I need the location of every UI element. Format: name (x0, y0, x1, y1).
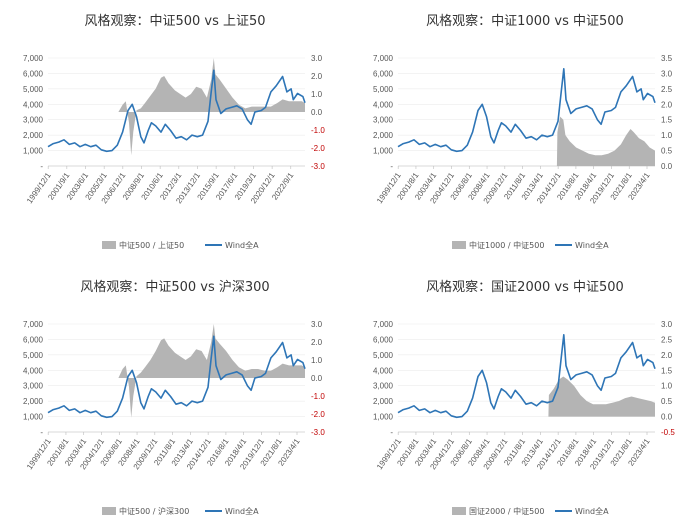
y-left-tick-label: - (40, 428, 43, 437)
y-left-tick-label: 1,000 (373, 413, 394, 422)
y-left-tick-label: 5,000 (373, 85, 394, 94)
y-right-tick-label: 1.0 (311, 90, 323, 99)
y-left-tick-label: 7,000 (23, 54, 44, 63)
ratio-area-series (118, 324, 306, 418)
y-left-tick-label: 5,000 (373, 351, 394, 360)
y-right-tick-label: -2.0 (311, 144, 325, 153)
y-right-tick-label: -0.5 (661, 428, 675, 437)
chart-title: 风格观察：中证1000 vs 中证500 (426, 14, 624, 29)
ratio-area-series (548, 376, 655, 417)
y-left-tick-label: 4,000 (373, 366, 394, 375)
chart-svg: - 1,000 2,000 3,000 4,000 5,000 6,000 7,000 -0.5… (373, 320, 675, 516)
y-right-tick-label: 1.0 (661, 131, 673, 140)
y-left-tick-label: - (390, 162, 393, 171)
y-left-tick-label: 5,000 (23, 85, 44, 94)
y-left-tick-label: - (40, 162, 43, 171)
y-left-tick-label: 3,000 (373, 116, 394, 125)
y-left-tick-label: 6,000 (23, 335, 44, 344)
y-right-tick-label: -1.0 (311, 126, 325, 135)
legend-label-index: Wind全A (575, 240, 609, 250)
y-right-tick-label: 0.0 (661, 413, 673, 422)
y-right-tick-label: -1.0 (311, 392, 325, 401)
y-right-tick-label: -2.0 (311, 410, 325, 419)
y-left-tick-label: 4,000 (23, 366, 44, 375)
legend-swatch-ratio (452, 241, 466, 249)
y-left-tick-label: 1,000 (373, 147, 394, 156)
y-right-tick-label: 1.5 (661, 366, 673, 375)
y-left-tick-label: 1,000 (23, 413, 44, 422)
y-left-tick-label: 3,000 (373, 382, 394, 391)
chart-panel-zz500-hs300: 风格观察：中证500 vs 沪深300 - 1,000 2,000 3,000 4,00… (0, 266, 350, 532)
y-right-tick-label: 3.0 (661, 69, 673, 78)
y-right-tick-label: 2.5 (661, 85, 673, 94)
y-left-tick-label: 2,000 (373, 397, 394, 406)
ratio-area-series (556, 116, 655, 166)
y-left-tick-label: 4,000 (373, 100, 394, 109)
y-right-tick-label: 2.0 (661, 100, 673, 109)
chart-panel-zz500-sz50: 风格观察：中证500 vs 上证50 - 1,000 2,000 3,000 4,000… (0, 0, 350, 266)
legend-label-index: Wind全A (225, 506, 259, 516)
y-left-tick-label: 1,000 (23, 147, 44, 156)
legend-swatch-ratio (452, 507, 466, 515)
y-right-tick-label: 0.5 (661, 147, 673, 156)
y-right-tick-label: 1.5 (661, 116, 673, 125)
chart-panel-zz1000-zz500: 风格观察：中证1000 vs 中证500 - 1,000 2,000 3,000 4,0… (350, 0, 700, 266)
y-right-tick-label: 0.0 (661, 162, 673, 171)
ratio-area-series (118, 58, 306, 156)
legend-label-ratio: 中证500 / 沪深300 (119, 506, 189, 516)
y-left-tick-label: - (390, 428, 393, 437)
wind-a-line-series (47, 69, 306, 153)
y-left-tick-label: 2,000 (373, 131, 394, 140)
chart-title: 风格观察：中证500 vs 上证50 (84, 14, 266, 29)
y-right-tick-label: 1.0 (311, 356, 323, 365)
y-left-tick-label: 4,000 (23, 100, 44, 109)
legend-swatch-ratio (102, 241, 116, 249)
y-right-tick-label: -3.0 (311, 162, 325, 171)
y-right-tick-label: -3.0 (311, 428, 325, 437)
wind-a-line-series (47, 335, 306, 419)
y-right-tick-label: 3.0 (311, 54, 323, 63)
y-right-tick-label: 3.0 (661, 320, 673, 329)
legend-swatch-ratio (102, 507, 116, 515)
y-left-tick-label: 3,000 (23, 382, 44, 391)
y-right-tick-label: 1.0 (661, 382, 673, 391)
chart-svg: - 1,000 2,000 3,000 4,000 5,000 6,000 7,000 0.0 0… (373, 54, 673, 250)
x-tick-label: 1999/12/1 (25, 171, 53, 206)
y-right-tick-label: 0.5 (661, 397, 673, 406)
y-right-tick-label: 0.0 (311, 108, 323, 117)
legend-label-ratio: 中证1000 / 中证500 (469, 240, 544, 250)
y-right-tick-label: 2.0 (661, 351, 673, 360)
y-right-tick-label: 3.5 (661, 54, 673, 63)
wind-a-line-series (397, 334, 656, 419)
chart-svg: - 1,000 2,000 3,000 4,000 5,000 6,000 7,000 -3.0… (23, 54, 325, 250)
legend-label-index: Wind全A (575, 506, 609, 516)
legend-label-ratio: 国证2000 / 中证500 (469, 506, 544, 516)
chart-svg: - 1,000 2,000 3,000 4,000 5,000 6,000 7,000 -3.0… (23, 320, 325, 516)
legend-label-ratio: 中证500 / 上证50 (119, 240, 184, 250)
legend-label-index: Wind全A (225, 240, 259, 250)
y-left-tick-label: 2,000 (23, 131, 44, 140)
y-left-tick-label: 7,000 (373, 54, 394, 63)
y-right-tick-label: 3.0 (311, 320, 323, 329)
y-left-tick-label: 7,000 (373, 320, 394, 329)
chart-title: 风格观察：中证500 vs 沪深300 (80, 280, 270, 295)
y-left-tick-label: 6,000 (373, 335, 394, 344)
y-left-tick-label: 3,000 (23, 116, 44, 125)
y-right-tick-label: 2.0 (311, 72, 323, 81)
y-right-tick-label: 2.0 (311, 338, 323, 347)
wind-a-line-series (397, 68, 656, 153)
y-left-tick-label: 6,000 (373, 69, 394, 78)
y-left-tick-label: 6,000 (23, 69, 44, 78)
y-left-tick-label: 5,000 (23, 351, 44, 360)
chart-panel-gz2000-zz500: 风格观察：国证2000 vs 中证500 - 1,000 2,000 3,000 4,0… (350, 266, 700, 532)
y-left-tick-label: 2,000 (23, 397, 44, 406)
y-right-tick-label: 2.5 (661, 335, 673, 344)
y-right-tick-label: 0.0 (311, 374, 323, 383)
y-left-tick-label: 7,000 (23, 320, 44, 329)
chart-title: 风格观察：国证2000 vs 中证500 (426, 280, 624, 295)
